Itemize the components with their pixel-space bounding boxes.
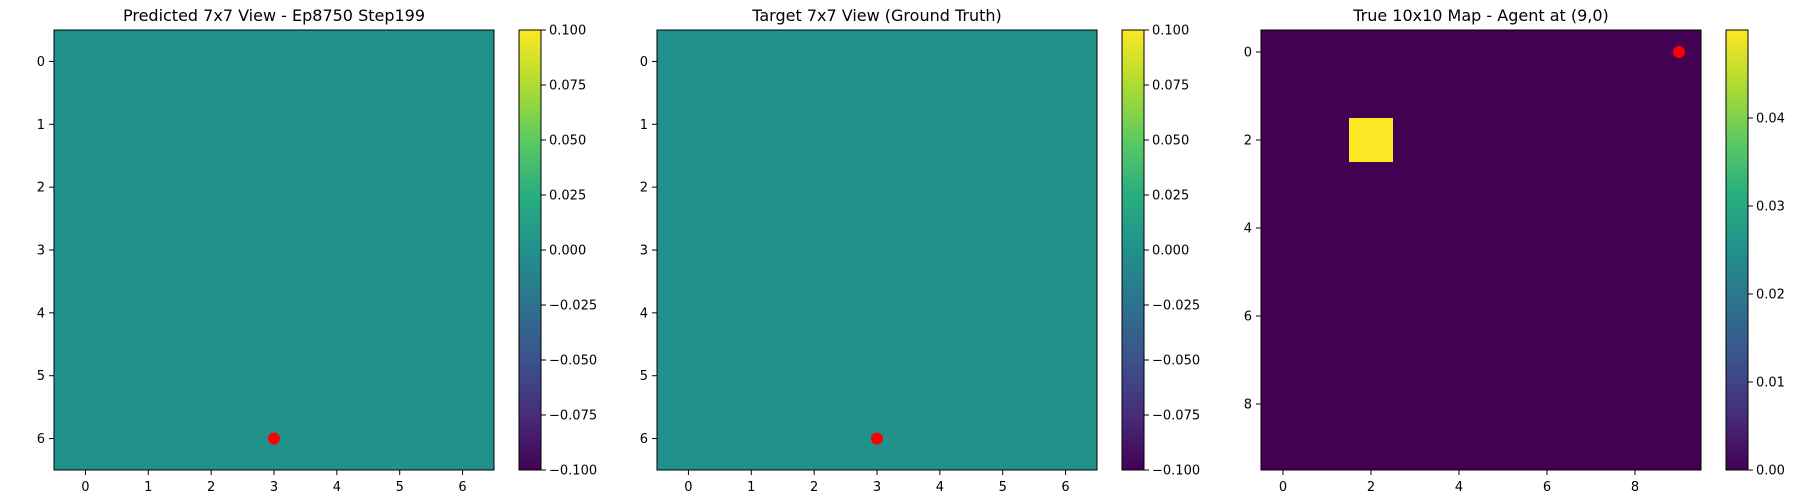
agent-marker	[268, 432, 280, 445]
colorbar-tick-label: 0.03	[1756, 200, 1785, 215]
agent-marker	[871, 432, 883, 445]
x-tick-label: 2	[207, 480, 215, 495]
colorbar-tick-label: 0.01	[1756, 376, 1785, 391]
y-tick-label: 0	[1244, 46, 1252, 61]
x-tick-label: 6	[458, 480, 466, 495]
colorbar-tick-label: 0.04	[1756, 112, 1785, 127]
y-tick-label: 6	[640, 432, 648, 447]
agent-marker	[1673, 46, 1685, 58]
y-axis-ticks: 0 1 2 3 4 5 6	[640, 55, 657, 447]
chart-title: Predicted 7x7 View - Ep8750 Step199	[123, 6, 425, 25]
x-tick-label: 1	[747, 480, 755, 495]
y-tick-label: 2	[640, 181, 648, 196]
x-tick-label: 6	[1543, 480, 1551, 495]
colorbar-tick-label: −0.025	[549, 299, 597, 314]
heatmap-cell	[1349, 118, 1393, 162]
chart-title: True 10x10 Map - Agent at (9,0)	[1352, 6, 1609, 25]
colorbar-tick-label: 0.100	[1152, 24, 1189, 39]
colorbar-tick-label: 0.075	[1152, 79, 1189, 94]
y-tick-label: 6	[1244, 310, 1252, 325]
colorbar-tick-label: −0.075	[1152, 409, 1200, 424]
colorbar-tick-label: −0.075	[549, 409, 597, 424]
x-tick-label: 5	[999, 480, 1007, 495]
x-tick-label: 3	[270, 480, 278, 495]
x-axis-ticks: 0 1 2 3 4 5 6	[81, 470, 467, 495]
x-tick-label: 0	[1279, 480, 1287, 495]
x-tick-label: 8	[1631, 480, 1639, 495]
colorbar-tick-label: −0.025	[1152, 299, 1200, 314]
chart-title: Target 7x7 View (Ground Truth)	[751, 6, 1002, 25]
y-tick-label: 5	[37, 369, 45, 384]
heatmap-background	[1260, 29, 1702, 471]
colorbar-tick-label: 0.00	[1756, 464, 1785, 479]
y-tick-label: 4	[37, 306, 45, 321]
y-tick-label: 0	[37, 55, 45, 70]
panel-target-view: Target 7x7 View (Ground Truth) 0 1 2 3 4 5 6 0…	[640, 6, 1200, 495]
colorbar-tick-label: 0.025	[1152, 189, 1189, 204]
colorbar-tick-label: −0.100	[549, 464, 597, 479]
y-tick-label: 5	[640, 369, 648, 384]
x-tick-label: 6	[1061, 480, 1069, 495]
colorbar-tick-label: −0.100	[1152, 464, 1200, 479]
colorbar-ticks: 0.100 0.075 0.050 0.025 0.000 −0.025 −0.050 −0.…	[1144, 24, 1200, 479]
heatmap-background	[53, 29, 495, 471]
y-tick-label: 6	[37, 432, 45, 447]
y-tick-label: 4	[1244, 222, 1252, 237]
y-tick-label: 8	[1244, 398, 1252, 413]
x-tick-label: 3	[873, 480, 881, 495]
colorbar-tick-label: −0.050	[1152, 354, 1200, 369]
x-tick-label: 0	[81, 480, 89, 495]
colorbar-tick-label: 0.050	[549, 134, 586, 149]
x-tick-label: 4	[936, 480, 944, 495]
x-tick-label: 2	[1367, 480, 1375, 495]
y-tick-label: 1	[37, 118, 45, 133]
colorbar-ticks: 0.100 0.075 0.050 0.025 0.000 −0.025 −0.050 −0.…	[541, 24, 597, 479]
colorbar-tick-label: 0.050	[1152, 134, 1189, 149]
x-tick-label: 5	[396, 480, 404, 495]
heatmap-background	[656, 29, 1098, 471]
colorbar-tick-label: −0.050	[549, 354, 597, 369]
panel-predicted-view: Predicted 7x7 View - Ep8750 Step199 0 1 2 3…	[37, 6, 597, 495]
x-tick-label: 4	[333, 480, 341, 495]
colorbar-tick-label: 0.000	[549, 244, 586, 259]
colorbar-tick-label: 0.02	[1756, 288, 1785, 303]
colorbar	[1121, 29, 1145, 471]
y-tick-label: 3	[37, 244, 45, 259]
y-tick-label: 2	[1244, 134, 1252, 149]
heatmap-cells	[1349, 118, 1393, 162]
y-tick-label: 0	[640, 55, 648, 70]
y-tick-label: 1	[640, 118, 648, 133]
y-tick-label: 3	[640, 244, 648, 259]
colorbar-tick-label: 0.100	[549, 24, 586, 39]
y-tick-label: 4	[640, 306, 648, 321]
colorbar	[1725, 29, 1749, 471]
y-axis-ticks: 0 1 2 3 4 5 6	[37, 55, 54, 447]
x-axis-ticks: 0 2 4 6 8	[1279, 470, 1639, 495]
y-axis-ticks: 0 2 4 6 8	[1244, 46, 1261, 413]
x-tick-label: 1	[144, 480, 152, 495]
colorbar-tick-label: 0.075	[549, 79, 586, 94]
x-tick-label: 2	[810, 480, 818, 495]
x-tick-label: 4	[1455, 480, 1463, 495]
colorbar	[518, 29, 542, 471]
x-tick-label: 0	[684, 480, 692, 495]
panel-true-map: True 10x10 Map - Agent at (9,0) 0 2 4 6 8 0 2…	[1244, 6, 1785, 495]
colorbar-tick-label: 0.025	[549, 189, 586, 204]
x-axis-ticks: 0 1 2 3 4 5 6	[684, 470, 1070, 495]
colorbar-ticks: 0.04 0.03 0.02 0.01 0.00	[1748, 112, 1785, 479]
y-tick-label: 2	[37, 181, 45, 196]
colorbar-tick-label: 0.000	[1152, 244, 1189, 259]
